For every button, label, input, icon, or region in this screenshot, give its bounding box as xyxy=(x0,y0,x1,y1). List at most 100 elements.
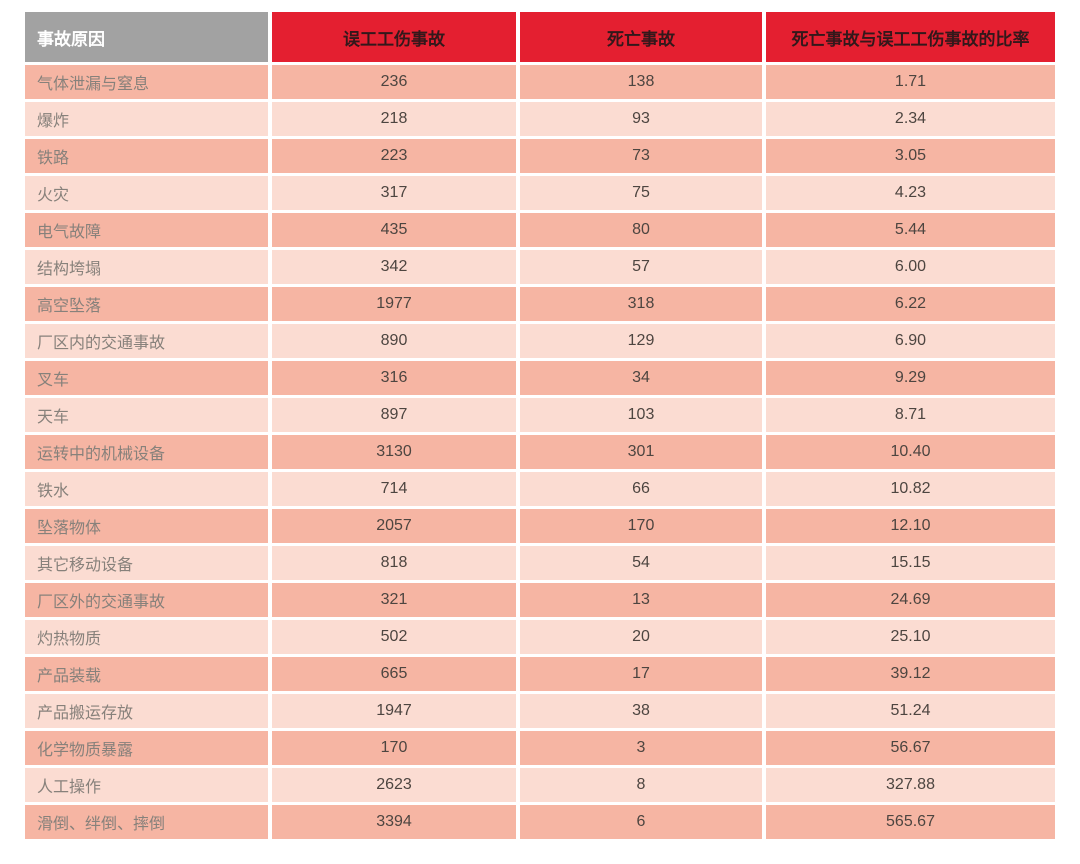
ratio-cell: 15.15 xyxy=(766,546,1055,580)
accident-table-container: 事故原因 误工工伤事故 死亡事故 死亡事故与误工工伤事故的比率 气体泄漏与窒息 … xyxy=(21,9,1059,842)
lost-time-injury-count-cell: 342 xyxy=(272,250,516,284)
cause-cell: 灼热物质 xyxy=(25,620,268,654)
lost-time-injury-count-cell: 321 xyxy=(272,583,516,617)
header-row: 事故原因 误工工伤事故 死亡事故 死亡事故与误工工伤事故的比率 xyxy=(25,12,1055,62)
cause-cell: 天车 xyxy=(25,398,268,432)
table-row: 高空坠落 1977 318 6.22 xyxy=(25,287,1055,321)
fatal-accident-count-cell: 80 xyxy=(520,213,762,247)
cause-cell: 人工操作 xyxy=(25,768,268,802)
fatal-accident-count-cell: 138 xyxy=(520,65,762,99)
table-row: 电气故障 435 80 5.44 xyxy=(25,213,1055,247)
cause-cell: 高空坠落 xyxy=(25,287,268,321)
fatal-accident-count-cell: 38 xyxy=(520,694,762,728)
cause-cell: 产品装载 xyxy=(25,657,268,691)
fatal-accident-count-cell: 170 xyxy=(520,509,762,543)
table-row: 叉车 316 34 9.29 xyxy=(25,361,1055,395)
lost-time-injury-count-cell: 502 xyxy=(272,620,516,654)
ratio-cell: 51.24 xyxy=(766,694,1055,728)
table-row: 铁水 714 66 10.82 xyxy=(25,472,1055,506)
ratio-cell: 4.23 xyxy=(766,176,1055,210)
ratio-cell: 2.34 xyxy=(766,102,1055,136)
table-row: 铁路 223 73 3.05 xyxy=(25,139,1055,173)
ratio-cell: 10.40 xyxy=(766,435,1055,469)
lost-time-injury-count-cell: 1977 xyxy=(272,287,516,321)
lost-time-injury-count-cell: 2623 xyxy=(272,768,516,802)
cause-cell: 铁路 xyxy=(25,139,268,173)
fatal-accident-count-cell: 57 xyxy=(520,250,762,284)
ratio-cell: 9.29 xyxy=(766,361,1055,395)
table-row: 运转中的机械设备 3130 301 10.40 xyxy=(25,435,1055,469)
fatal-accident-count-cell: 318 xyxy=(520,287,762,321)
cause-cell: 爆炸 xyxy=(25,102,268,136)
accident-table: 事故原因 误工工伤事故 死亡事故 死亡事故与误工工伤事故的比率 气体泄漏与窒息 … xyxy=(21,9,1059,842)
table-header: 事故原因 误工工伤事故 死亡事故 死亡事故与误工工伤事故的比率 xyxy=(25,12,1055,62)
table-row: 灼热物质 502 20 25.10 xyxy=(25,620,1055,654)
cause-cell: 电气故障 xyxy=(25,213,268,247)
ratio-cell: 6.22 xyxy=(766,287,1055,321)
table-row: 厂区外的交通事故 321 13 24.69 xyxy=(25,583,1055,617)
table-row: 滑倒、绊倒、摔倒 3394 6 565.67 xyxy=(25,805,1055,839)
ratio-cell: 1.71 xyxy=(766,65,1055,99)
fatal-accident-count-cell: 301 xyxy=(520,435,762,469)
table-row: 天车 897 103 8.71 xyxy=(25,398,1055,432)
fatal-accident-count-cell: 8 xyxy=(520,768,762,802)
cause-cell: 运转中的机械设备 xyxy=(25,435,268,469)
ratio-cell: 25.10 xyxy=(766,620,1055,654)
fatal-accident-count-cell: 3 xyxy=(520,731,762,765)
ratio-cell: 327.88 xyxy=(766,768,1055,802)
cause-cell: 气体泄漏与窒息 xyxy=(25,65,268,99)
table-row: 其它移动设备 818 54 15.15 xyxy=(25,546,1055,580)
fatal-accident-count-cell: 54 xyxy=(520,546,762,580)
table-row: 产品装载 665 17 39.12 xyxy=(25,657,1055,691)
table-row: 人工操作 2623 8 327.88 xyxy=(25,768,1055,802)
cause-cell: 厂区外的交通事故 xyxy=(25,583,268,617)
cause-cell: 坠落物体 xyxy=(25,509,268,543)
table-row: 爆炸 218 93 2.34 xyxy=(25,102,1055,136)
fatal-accident-count-cell: 13 xyxy=(520,583,762,617)
cause-cell: 结构垮塌 xyxy=(25,250,268,284)
table-row: 气体泄漏与窒息 236 138 1.71 xyxy=(25,65,1055,99)
ratio-cell: 8.71 xyxy=(766,398,1055,432)
header-cell-fatal-accidents: 死亡事故 xyxy=(520,12,762,62)
cause-cell: 火灾 xyxy=(25,176,268,210)
fatal-accident-count-cell: 66 xyxy=(520,472,762,506)
fatal-accident-count-cell: 75 xyxy=(520,176,762,210)
header-cell-accident-cause: 事故原因 xyxy=(25,12,268,62)
ratio-cell: 10.82 xyxy=(766,472,1055,506)
lost-time-injury-count-cell: 897 xyxy=(272,398,516,432)
table-row: 结构垮塌 342 57 6.00 xyxy=(25,250,1055,284)
cause-cell: 厂区内的交通事故 xyxy=(25,324,268,358)
table-row: 坠落物体 2057 170 12.10 xyxy=(25,509,1055,543)
ratio-cell: 6.00 xyxy=(766,250,1055,284)
lost-time-injury-count-cell: 1947 xyxy=(272,694,516,728)
ratio-cell: 3.05 xyxy=(766,139,1055,173)
cause-cell: 铁水 xyxy=(25,472,268,506)
fatal-accident-count-cell: 34 xyxy=(520,361,762,395)
ratio-cell: 39.12 xyxy=(766,657,1055,691)
cause-cell: 滑倒、绊倒、摔倒 xyxy=(25,805,268,839)
lost-time-injury-count-cell: 714 xyxy=(272,472,516,506)
fatal-accident-count-cell: 93 xyxy=(520,102,762,136)
cause-cell: 其它移动设备 xyxy=(25,546,268,580)
table-row: 厂区内的交通事故 890 129 6.90 xyxy=(25,324,1055,358)
cause-cell: 产品搬运存放 xyxy=(25,694,268,728)
cause-cell: 化学物质暴露 xyxy=(25,731,268,765)
fatal-accident-count-cell: 73 xyxy=(520,139,762,173)
ratio-cell: 5.44 xyxy=(766,213,1055,247)
lost-time-injury-count-cell: 218 xyxy=(272,102,516,136)
ratio-cell: 6.90 xyxy=(766,324,1055,358)
ratio-cell: 24.69 xyxy=(766,583,1055,617)
table-body: 气体泄漏与窒息 236 138 1.71 爆炸 218 93 2.34 铁路 2… xyxy=(25,65,1055,839)
fatal-accident-count-cell: 129 xyxy=(520,324,762,358)
fatal-accident-count-cell: 17 xyxy=(520,657,762,691)
lost-time-injury-count-cell: 890 xyxy=(272,324,516,358)
lost-time-injury-count-cell: 435 xyxy=(272,213,516,247)
table-row: 火灾 317 75 4.23 xyxy=(25,176,1055,210)
lost-time-injury-count-cell: 3394 xyxy=(272,805,516,839)
lost-time-injury-count-cell: 236 xyxy=(272,65,516,99)
header-cell-fatal-to-injury-ratio: 死亡事故与误工工伤事故的比率 xyxy=(766,12,1055,62)
fatal-accident-count-cell: 20 xyxy=(520,620,762,654)
ratio-cell: 56.67 xyxy=(766,731,1055,765)
cause-cell: 叉车 xyxy=(25,361,268,395)
lost-time-injury-count-cell: 170 xyxy=(272,731,516,765)
